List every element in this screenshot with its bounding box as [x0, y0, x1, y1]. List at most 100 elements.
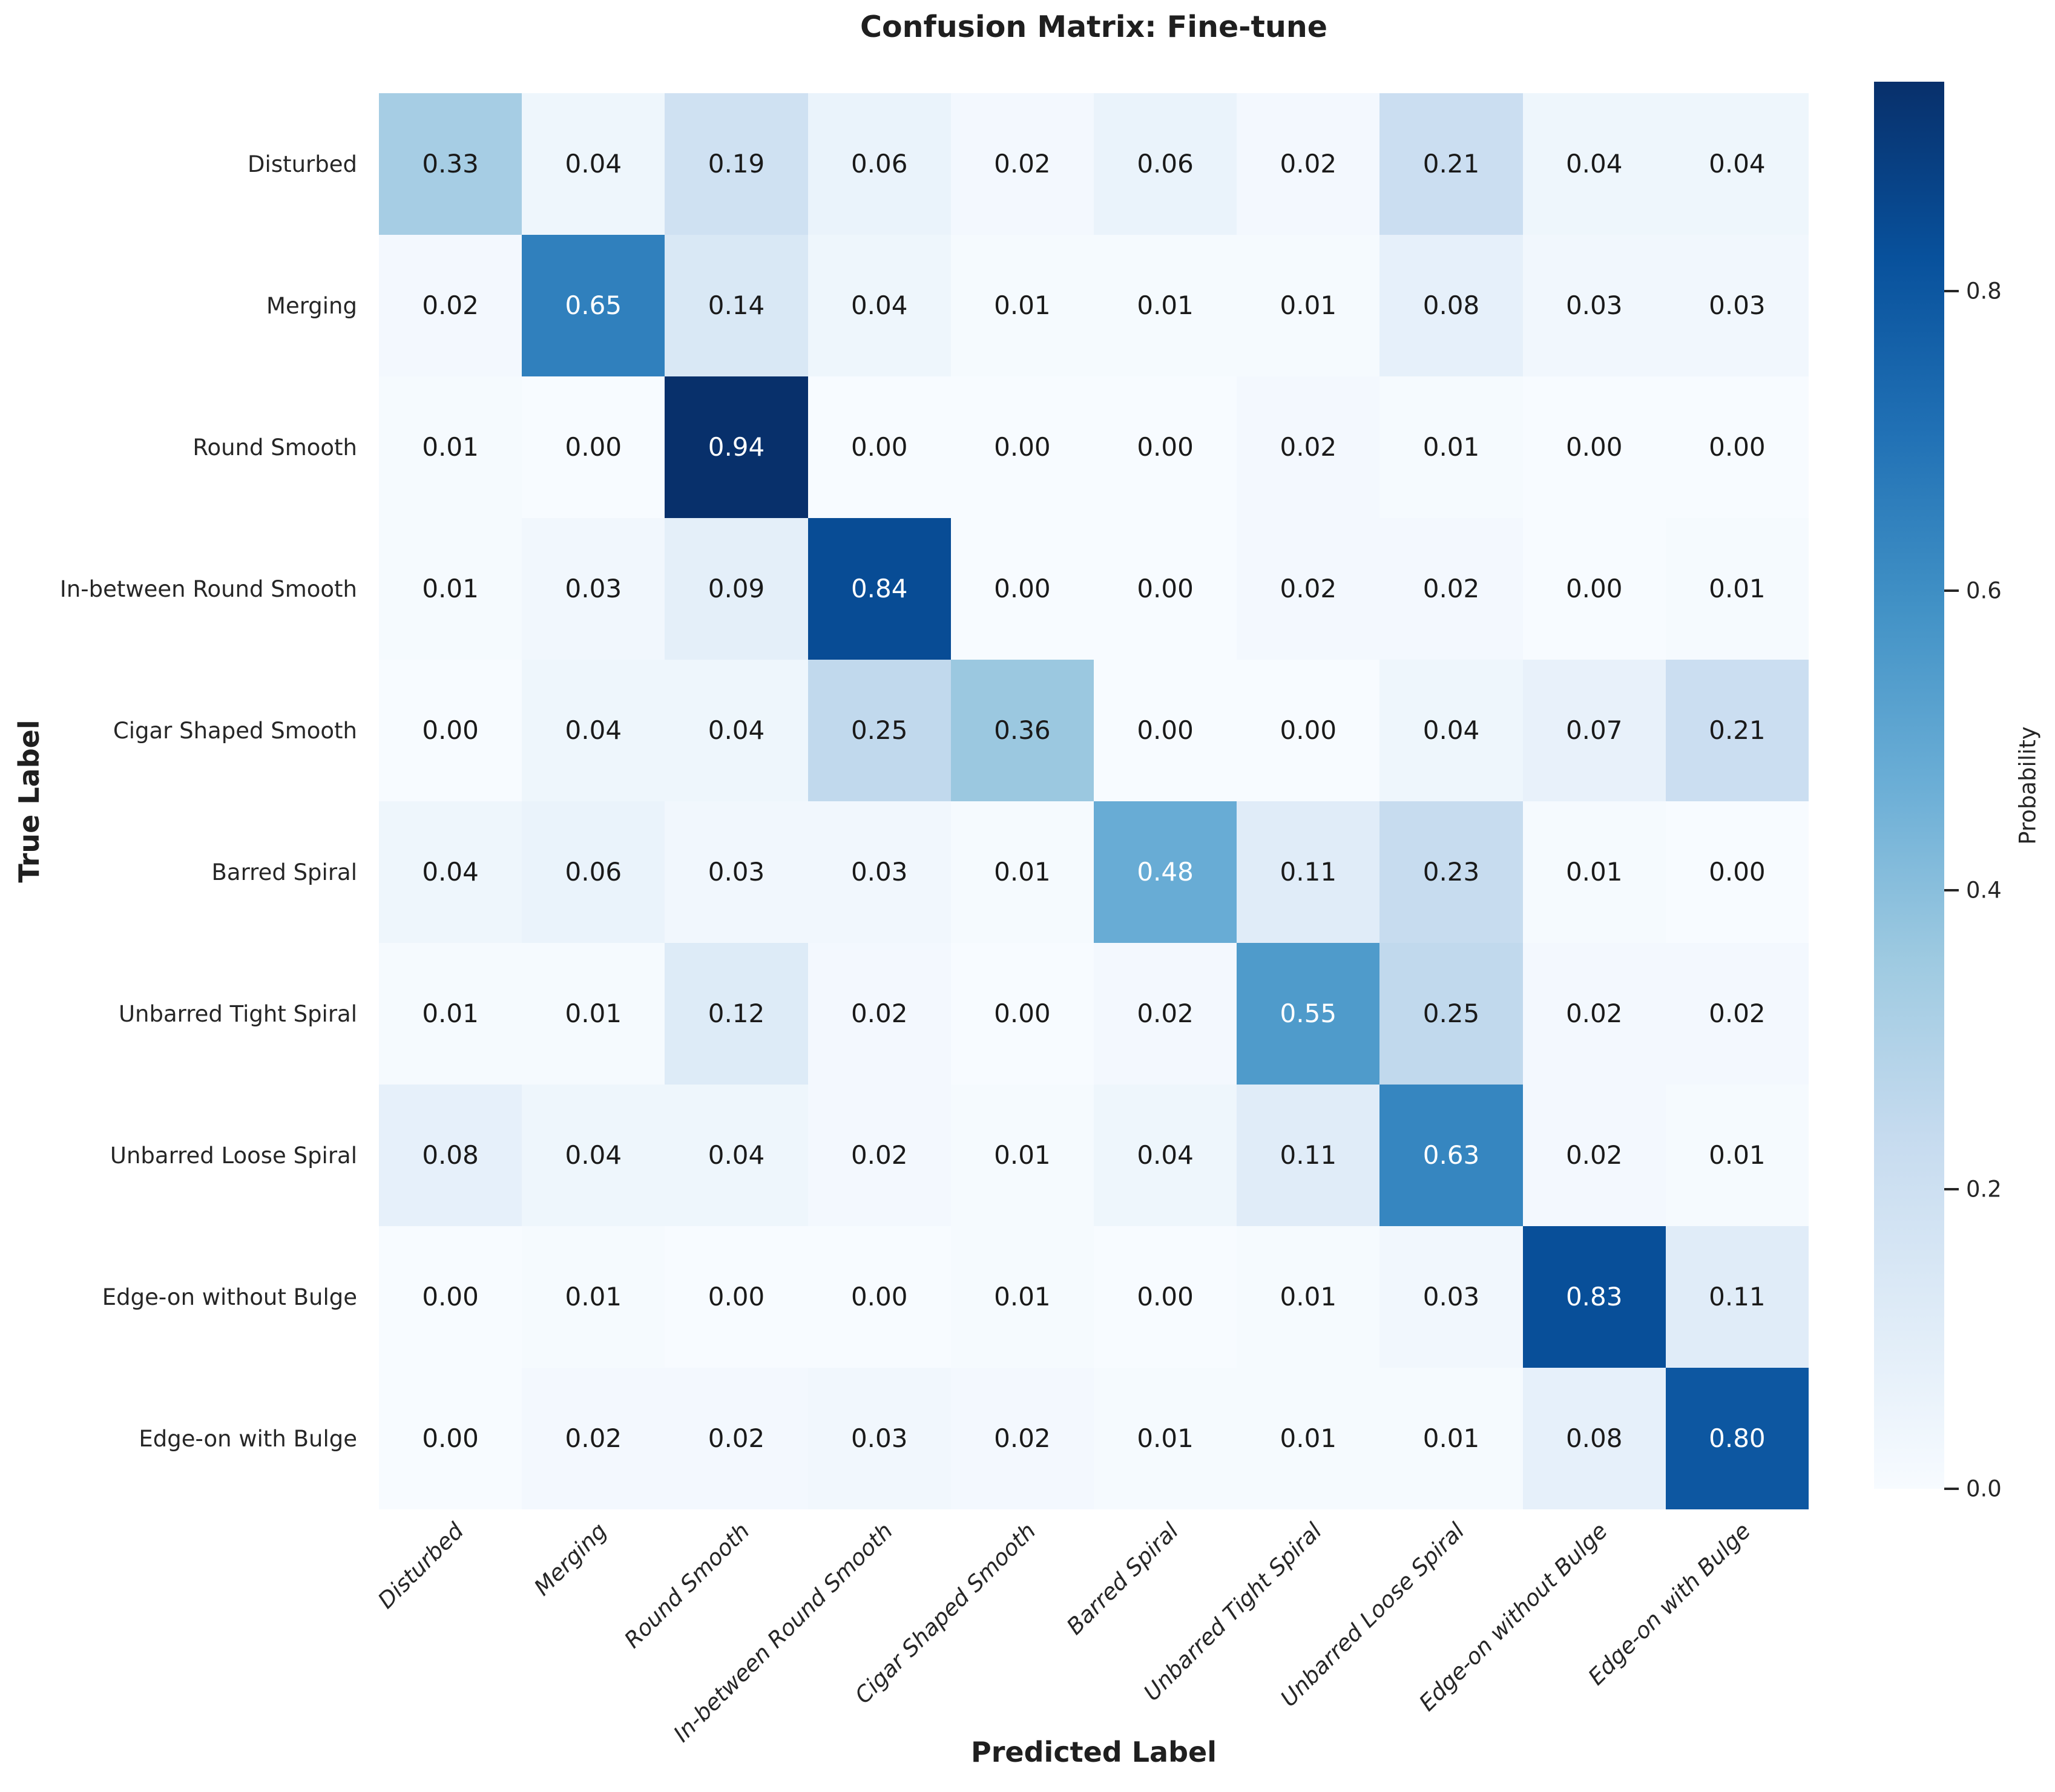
heatmap-cell: 0.03 — [665, 801, 808, 943]
heatmap-cell: 0.00 — [1093, 1226, 1237, 1368]
y-tick-label: Edge-on without Bulge — [102, 1284, 357, 1310]
y-tick-label: Barred Spiral — [211, 859, 357, 885]
heatmap-cell: 0.02 — [950, 93, 1094, 235]
heatmap-cell: 0.02 — [379, 235, 522, 376]
heatmap-cell: 0.01 — [1522, 801, 1666, 943]
colorbar-tick-mark — [1944, 589, 1959, 592]
heatmap-cell: 0.02 — [522, 1368, 665, 1509]
x-tick-label: Barred Spiral — [1062, 1518, 1184, 1640]
heatmap-cell: 0.04 — [807, 235, 951, 376]
heatmap-cell: 0.00 — [379, 1368, 522, 1509]
x-tick-label: Merging — [528, 1518, 612, 1601]
heatmap-cell: 0.01 — [1665, 1085, 1809, 1226]
heatmap-cell: 0.06 — [1093, 93, 1237, 235]
y-tick-label: In-between Round Smooth — [59, 576, 357, 602]
heatmap-cell: 0.02 — [807, 943, 951, 1085]
heatmap-cell: 0.03 — [1665, 235, 1809, 376]
heatmap-cell: 0.08 — [1522, 1368, 1666, 1509]
colorbar-tick-mark — [1944, 888, 1959, 891]
heatmap-cell: 0.11 — [1237, 1085, 1380, 1226]
colorbar — [1874, 82, 1944, 1489]
heatmap-cell: 0.07 — [1522, 660, 1666, 801]
heatmap-cell: 0.01 — [522, 1226, 665, 1368]
heatmap-cell: 0.04 — [522, 93, 665, 235]
heatmap-cell: 0.25 — [1379, 943, 1523, 1085]
heatmap-cell: 0.01 — [379, 518, 522, 660]
heatmap-cell: 0.01 — [950, 801, 1094, 943]
heatmap-cell: 0.21 — [1665, 660, 1809, 801]
heatmap-cell: 0.00 — [522, 376, 665, 518]
heatmap-cell: 0.01 — [1379, 1368, 1523, 1509]
y-tick-label: Unbarred Tight Spiral — [118, 1000, 357, 1027]
y-tick-label: Round Smooth — [192, 434, 357, 461]
heatmap-cell: 0.01 — [1093, 235, 1237, 376]
heatmap-cell: 0.01 — [950, 1085, 1094, 1226]
heatmap-cell: 0.03 — [807, 1368, 951, 1509]
heatmap-cell: 0.02 — [1093, 943, 1237, 1085]
heatmap-cell: 0.00 — [1093, 518, 1237, 660]
heatmap-cell: 0.01 — [950, 235, 1094, 376]
heatmap-cell: 0.04 — [522, 1085, 665, 1226]
heatmap-cell: 0.00 — [379, 660, 522, 801]
heatmap-cell: 0.01 — [1665, 518, 1809, 660]
heatmap-cell: 0.09 — [665, 518, 808, 660]
heatmap-cell: 0.08 — [1379, 235, 1523, 376]
heatmap-cell: 0.03 — [807, 801, 951, 943]
heatmap-cell: 0.63 — [1379, 1085, 1523, 1226]
heatmap-cell: 0.08 — [379, 1085, 522, 1226]
heatmap-cell: 0.02 — [1379, 518, 1523, 660]
heatmap-cell: 0.00 — [807, 1226, 951, 1368]
heatmap-cell: 0.00 — [1665, 801, 1809, 943]
heatmap-cell: 0.55 — [1237, 943, 1380, 1085]
heatmap-cell: 0.03 — [1522, 235, 1666, 376]
heatmap-cell: 0.11 — [1665, 1226, 1809, 1368]
heatmap-cell: 0.01 — [950, 1226, 1094, 1368]
heatmap-cell: 0.21 — [1379, 93, 1523, 235]
heatmap-cell: 0.04 — [665, 660, 808, 801]
heatmap-cell: 0.02 — [1665, 943, 1809, 1085]
heatmap-cell: 0.04 — [1379, 660, 1523, 801]
heatmap-cell: 0.01 — [1237, 235, 1380, 376]
y-tick-labels: Disturbed Merging Round Smooth In-between R… — [0, 93, 368, 1509]
colorbar-tick-label: 0.8 — [1966, 278, 2002, 304]
heatmap-cell: 0.02 — [1237, 518, 1380, 660]
x-axis-title: Predicted Label — [971, 1736, 1217, 1768]
heatmap-cell: 0.00 — [1237, 660, 1380, 801]
y-tick-label: Unbarred Loose Spiral — [110, 1142, 357, 1169]
heatmap-cell: 0.03 — [1379, 1226, 1523, 1368]
heatmap-cell: 0.00 — [1522, 518, 1666, 660]
heatmap-cell: 0.02 — [665, 1368, 808, 1509]
heatmap-cell: 0.06 — [522, 801, 665, 943]
x-tick-label: Edge-on with Bulge — [1583, 1518, 1756, 1690]
heatmap-cell: 0.01 — [1379, 376, 1523, 518]
heatmap-cell: 0.33 — [379, 93, 522, 235]
heatmap-cell: 0.36 — [950, 660, 1094, 801]
heatmap-cell: 0.00 — [1665, 376, 1809, 518]
y-tick-label: Disturbed — [248, 151, 357, 177]
colorbar-tick-mark — [1944, 290, 1959, 293]
heatmap-cell: 0.01 — [1237, 1226, 1380, 1368]
heatmap-cell: 0.00 — [665, 1226, 808, 1368]
heatmap-cell: 0.04 — [522, 660, 665, 801]
heatmap-cell: 0.02 — [950, 1368, 1094, 1509]
chart-title: Confusion Matrix: Fine-tune — [860, 10, 1327, 44]
heatmap-cell: 0.48 — [1093, 801, 1237, 943]
heatmap-cell: 0.04 — [1665, 93, 1809, 235]
heatmap-cell: 0.02 — [1522, 1085, 1666, 1226]
y-tick-label: Merging — [266, 292, 357, 319]
heatmap-cell: 0.04 — [1522, 93, 1666, 235]
heatmap-cell: 0.00 — [1522, 376, 1666, 518]
heatmap-cell: 0.01 — [522, 943, 665, 1085]
heatmap-cell: 0.80 — [1665, 1368, 1809, 1509]
heatmap-cell: 0.65 — [522, 235, 665, 376]
heatmap-cell: 0.12 — [665, 943, 808, 1085]
heatmap-cell: 0.04 — [665, 1085, 808, 1226]
colorbar-label: Probability — [2014, 726, 2041, 845]
heatmap-cell: 0.02 — [807, 1085, 951, 1226]
heatmap-cell: 0.00 — [950, 518, 1094, 660]
heatmap-cell: 0.02 — [1237, 376, 1380, 518]
heatmap-cell: 0.04 — [379, 801, 522, 943]
heatmap-cell: 0.01 — [379, 376, 522, 518]
x-tick-label: Round Smooth — [619, 1518, 755, 1653]
